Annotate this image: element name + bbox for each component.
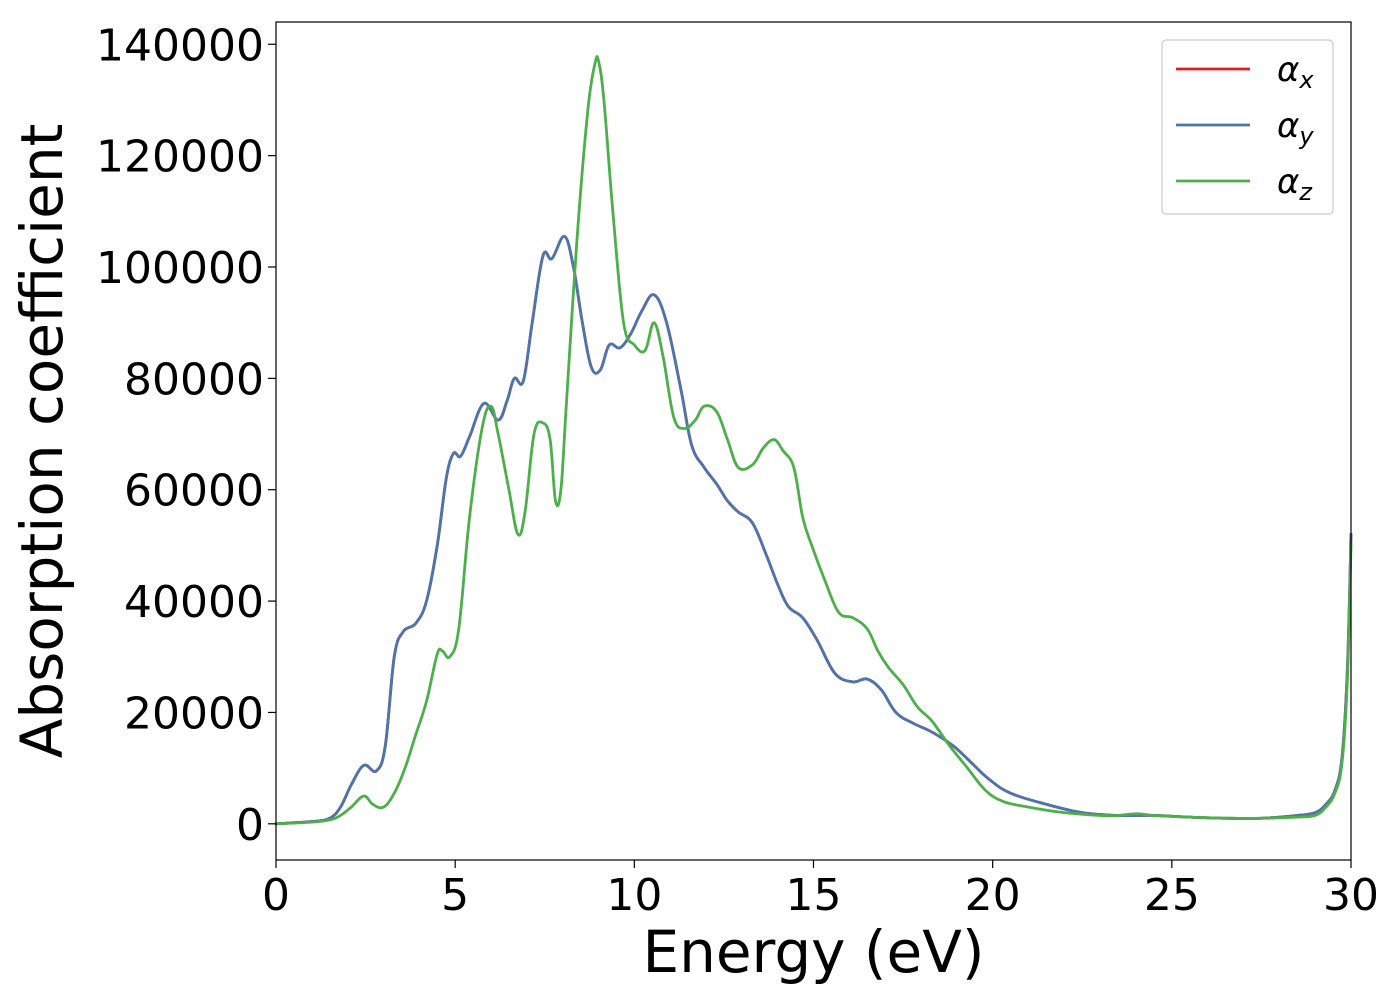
y-tick-label: 20000 — [124, 688, 264, 739]
x-tick-label: 25 — [1144, 870, 1200, 921]
y-axis: 0 20000 40000 60000 80000 100000 120000 140000 — [96, 20, 276, 851]
y-tick-label: 60000 — [124, 466, 264, 517]
series-line-z — [274, 55, 1353, 826]
x-axis-label: Energy (eV) — [642, 918, 984, 986]
y-axis-label: Absorption coefficient — [8, 124, 76, 759]
y-tick-label: 40000 — [124, 577, 264, 628]
x-tick-label: 0 — [262, 870, 290, 921]
x-tick-label: 20 — [965, 870, 1021, 921]
legend-label-z: αz — [1277, 162, 1313, 206]
series-layer — [274, 55, 1353, 826]
legend-label-y: αy — [1277, 106, 1314, 150]
y-tick-label: 100000 — [96, 243, 264, 294]
x-tick-label: 5 — [441, 870, 469, 921]
legend-box — [1161, 39, 1334, 215]
y-tick-label: 140000 — [96, 20, 264, 71]
x-tick-label: 15 — [786, 870, 842, 921]
y-tick-label: 80000 — [124, 354, 264, 405]
x-tick-label: 10 — [606, 870, 662, 921]
x-axis: 0 5 10 15 20 25 30 — [262, 860, 1379, 921]
legend-label-x: αx — [1277, 50, 1314, 94]
y-tick-label: 120000 — [96, 132, 264, 183]
y-tick-label: 0 — [236, 800, 264, 851]
legend: αx αy αz — [1161, 39, 1334, 215]
x-tick-label: 30 — [1323, 870, 1379, 921]
